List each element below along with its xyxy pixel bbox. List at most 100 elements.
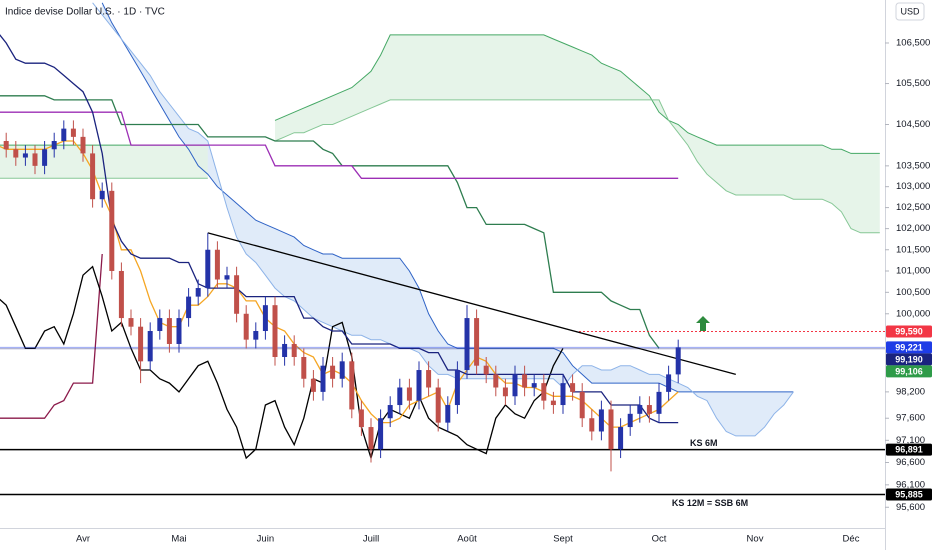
candle-body bbox=[42, 149, 48, 166]
chart-title: Indice devise Dollar U.S. · 1D · TVC bbox=[5, 7, 165, 18]
candle-body bbox=[358, 409, 364, 428]
candle-body bbox=[157, 318, 163, 332]
candle-body bbox=[637, 405, 643, 414]
price-tag-label: 99,106 bbox=[895, 366, 923, 376]
candle-body bbox=[598, 409, 604, 432]
x-tick-label: Juin bbox=[257, 534, 274, 545]
cloud-line bbox=[0, 99, 880, 234]
candle-body bbox=[128, 318, 134, 327]
level-label: KS 6M bbox=[690, 438, 718, 448]
price-tag bbox=[886, 443, 932, 456]
candle-body bbox=[541, 383, 547, 401]
candle-body bbox=[464, 318, 470, 371]
price-tag bbox=[886, 341, 932, 354]
candle-body bbox=[339, 361, 345, 379]
y-tick-label: 101,000 bbox=[896, 266, 930, 277]
x-tick-label: Déc bbox=[843, 534, 860, 545]
candle-body bbox=[22, 153, 28, 158]
candle-body bbox=[138, 326, 144, 362]
x-tick-label: Mai bbox=[171, 534, 186, 545]
y-tick-label: 104,500 bbox=[896, 119, 930, 130]
candle-body bbox=[320, 365, 326, 392]
y-tick-label: 97,100 bbox=[896, 435, 925, 446]
indicator-line bbox=[0, 95, 660, 349]
y-tick-label: 100,000 bbox=[896, 308, 930, 319]
candle-body bbox=[13, 149, 19, 158]
price-tag bbox=[886, 488, 932, 501]
candle-body bbox=[176, 318, 182, 344]
y-tick-label: 96,100 bbox=[896, 479, 925, 490]
currency-box[interactable] bbox=[895, 2, 925, 21]
candle-body bbox=[310, 378, 316, 392]
y-tick-label: 103,500 bbox=[896, 160, 930, 171]
candle-body bbox=[205, 249, 211, 289]
candle-body bbox=[560, 383, 566, 406]
price-tag bbox=[886, 353, 932, 366]
x-tick-label: Nov bbox=[747, 534, 764, 545]
candle-body bbox=[70, 128, 76, 137]
y-tick-label: 95,600 bbox=[896, 502, 925, 513]
x-tick-label: Avr bbox=[76, 534, 90, 545]
candle-body bbox=[3, 140, 9, 150]
price-tag-label: 99,590 bbox=[895, 326, 923, 336]
candle-body bbox=[454, 370, 460, 406]
price-tag-label: 95,885 bbox=[895, 489, 923, 499]
y-tick-label: 97,600 bbox=[896, 413, 925, 424]
candle-body bbox=[330, 365, 336, 379]
candle-body bbox=[90, 153, 96, 200]
candle-body bbox=[61, 128, 67, 141]
x-tick-label: Août bbox=[457, 534, 477, 545]
candle-body bbox=[531, 383, 537, 388]
plot-area: KS 6M KS 12M = SSB 6M bbox=[0, 2, 885, 508]
x-tick-label: Juill bbox=[363, 534, 379, 545]
price-tag-label: 96,891 bbox=[895, 444, 923, 454]
trendline bbox=[207, 232, 736, 376]
y-tick-label: 102,000 bbox=[896, 223, 930, 234]
candle-body bbox=[522, 374, 528, 388]
candle-body bbox=[675, 347, 681, 375]
currency[interactable]: USD bbox=[900, 6, 920, 16]
candle-body bbox=[368, 427, 374, 450]
y-tick-label: 103,000 bbox=[896, 181, 930, 192]
candle-body bbox=[666, 374, 672, 392]
x-tick-label: Oct bbox=[652, 534, 667, 545]
y-tick-label: 106,500 bbox=[896, 38, 930, 49]
candle-body bbox=[656, 391, 662, 414]
candle-body bbox=[550, 400, 556, 406]
indicator-line bbox=[0, 265, 564, 461]
price-tag bbox=[886, 325, 932, 338]
candle-body bbox=[214, 249, 220, 280]
y-tick-label: 102,500 bbox=[896, 202, 930, 213]
price-tag-label: 99,221 bbox=[895, 342, 923, 352]
candle-body bbox=[224, 275, 230, 280]
y-tick-label: 100,500 bbox=[896, 287, 930, 298]
indicator-line bbox=[0, 253, 103, 419]
candle-body bbox=[243, 313, 249, 340]
candle-body bbox=[262, 305, 268, 332]
candle-body bbox=[234, 275, 240, 314]
up-arrow-icon bbox=[696, 316, 710, 331]
candle-body bbox=[493, 374, 499, 388]
candle-body bbox=[195, 288, 201, 297]
cloud-fill bbox=[102, 2, 794, 436]
candle-body bbox=[406, 387, 412, 401]
candle-body bbox=[646, 405, 652, 414]
candle-body bbox=[253, 331, 259, 340]
y-tick-label: 101,500 bbox=[896, 244, 930, 255]
candle-body bbox=[397, 387, 403, 406]
candle-body bbox=[99, 190, 105, 200]
candle-body bbox=[282, 343, 288, 357]
candle-body bbox=[474, 318, 480, 366]
candle-body bbox=[51, 140, 57, 150]
candle-body bbox=[301, 356, 307, 379]
candle-body bbox=[435, 387, 441, 423]
candle-body bbox=[147, 331, 153, 362]
candle-body bbox=[512, 374, 518, 397]
candle-body bbox=[118, 270, 124, 319]
candle-body bbox=[378, 418, 384, 450]
candle-body bbox=[349, 361, 355, 410]
y-tick-label: 96,600 bbox=[896, 457, 925, 468]
price-tag bbox=[886, 365, 932, 378]
candle-body bbox=[627, 413, 633, 428]
candle-body bbox=[80, 136, 86, 154]
